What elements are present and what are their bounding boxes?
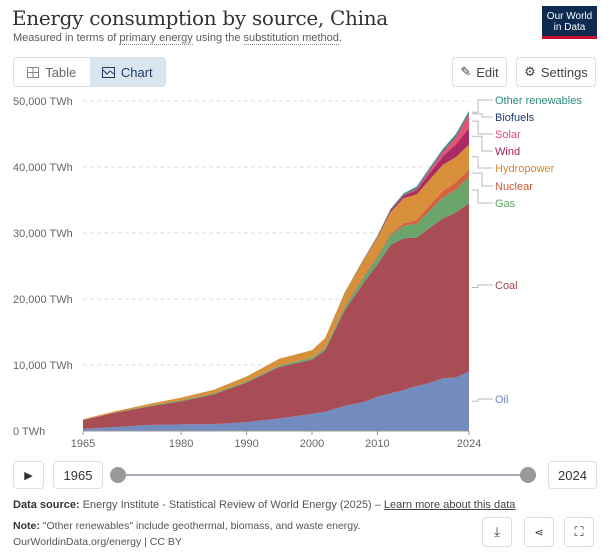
- share-button[interactable]: ⋖: [524, 517, 554, 547]
- learn-more-link[interactable]: Learn more about this data: [383, 499, 516, 511]
- y-tick-label: 10,000 TWh: [13, 360, 73, 372]
- series-label-hydropower: Hydropower: [495, 163, 555, 175]
- source-text: Energy Institute - Statistical Review of…: [79, 499, 384, 511]
- label-leader: [472, 156, 493, 169]
- gear-icon: ⚙: [524, 64, 536, 79]
- fullscreen-icon: ⛶: [574, 524, 584, 539]
- edit-label: Edit: [476, 64, 499, 80]
- download-icon: ⤓: [494, 524, 500, 539]
- subtitle-text: using the: [192, 32, 244, 44]
- timeline-start-handle[interactable]: [110, 467, 126, 483]
- note: Note: "Other renewables" include geother…: [13, 520, 361, 532]
- settings-button[interactable]: ⚙ Settings: [516, 57, 596, 87]
- x-tick-label: 1990: [234, 438, 258, 450]
- x-tick-label: 2000: [300, 438, 324, 450]
- series-label-other-renewables: Other renewables: [495, 95, 582, 107]
- source-url[interactable]: OurWorldinData.org/energy | CC BY: [13, 536, 182, 548]
- settings-label: Settings: [540, 64, 588, 80]
- label-leader: [472, 113, 493, 118]
- subtitle-text: Measured in terms of: [13, 32, 120, 44]
- note-text: "Other renewables" include geothermal, b…: [39, 520, 361, 532]
- table-icon: [27, 66, 40, 78]
- play-icon: ▶: [24, 469, 33, 482]
- label-leader: [472, 99, 493, 113]
- label-leader: [472, 135, 493, 152]
- share-icon: ⋖: [534, 526, 544, 539]
- primary-energy-link[interactable]: primary energy: [119, 32, 193, 45]
- play-button[interactable]: ▶: [13, 461, 44, 489]
- x-tick-label: 2010: [365, 438, 389, 450]
- timeline-track[interactable]: [118, 474, 528, 476]
- chart-icon: [101, 66, 115, 78]
- start-year[interactable]: 1965: [53, 461, 103, 489]
- tab-chart[interactable]: Chart: [89, 58, 165, 86]
- series-label-biofuels: Biofuels: [495, 112, 535, 124]
- area-oil: [83, 371, 469, 431]
- label-leader: [472, 120, 493, 135]
- chart-title: Energy consumption by source, China: [12, 6, 388, 30]
- chart-area: 0 TWh 10,000 TWh 20,000 TWh 30,000 TWh 40,00…: [13, 95, 582, 450]
- owid-logo[interactable]: Our World in Data: [542, 6, 597, 39]
- view-tabs: Table Chart: [13, 57, 166, 87]
- end-year[interactable]: 2024: [548, 461, 597, 489]
- edit-button[interactable]: ✎ Edit: [452, 57, 507, 87]
- series-label-nuclear: Nuclear: [495, 181, 533, 193]
- download-button[interactable]: ⤓: [482, 517, 512, 547]
- area-coal: [83, 203, 469, 430]
- series-label-gas: Gas: [495, 198, 516, 210]
- tab-label: Table: [45, 64, 77, 80]
- x-tick-label: 1965: [71, 438, 95, 450]
- series-label-oil: Oil: [495, 394, 508, 406]
- x-tick-label: 1980: [169, 438, 193, 450]
- note-label: Note:: [13, 520, 40, 532]
- y-tick-label: 30,000 TWh: [13, 228, 73, 240]
- label-leader: [472, 284, 493, 288]
- series-label-wind: Wind: [495, 146, 520, 158]
- area-hydropower: [83, 144, 469, 421]
- substitution-method-link[interactable]: substitution method: [243, 32, 339, 45]
- data-source: Data source: Energy Institute - Statisti…: [13, 499, 515, 511]
- chart-subtitle: Measured in terms of primary energy usin…: [13, 32, 342, 45]
- subtitle-text: .: [338, 32, 342, 44]
- y-tick-label: 20,000 TWh: [13, 294, 73, 306]
- y-tick-label: 0 TWh: [13, 426, 45, 438]
- fullscreen-button[interactable]: ⛶: [564, 517, 594, 547]
- series-label-solar: Solar: [495, 129, 521, 141]
- series-label-coal: Coal: [495, 280, 518, 292]
- source-label: Data source:: [13, 499, 80, 511]
- tab-table[interactable]: Table: [14, 58, 90, 86]
- label-leader: [472, 172, 493, 187]
- label-leader: [472, 398, 493, 402]
- timeline-end-handle[interactable]: [520, 467, 536, 483]
- label-leader: [472, 189, 493, 204]
- pencil-icon: ✎: [460, 64, 472, 79]
- x-tick-label: 2024: [457, 438, 481, 450]
- y-tick-label: 50,000 TWh: [13, 96, 73, 108]
- y-tick-label: 40,000 TWh: [13, 162, 73, 174]
- tab-label: Chart: [120, 64, 153, 80]
